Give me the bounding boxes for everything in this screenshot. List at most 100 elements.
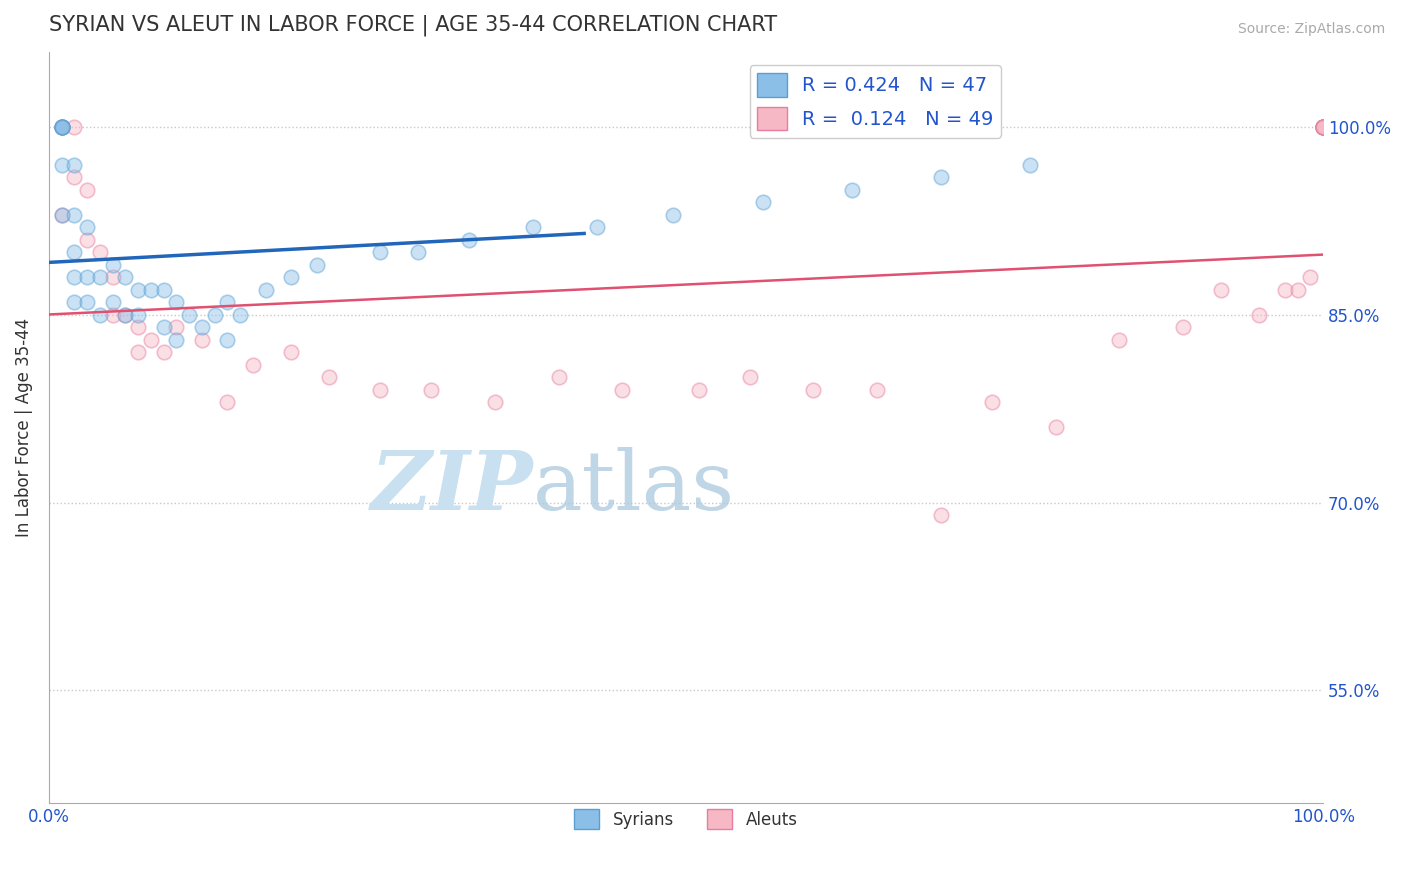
Point: [76, 220, 98, 235]
Point: [51, 208, 73, 222]
Point: [139, 333, 162, 347]
Point: [114, 270, 136, 285]
Point: [1312, 120, 1334, 134]
Point: [76, 270, 98, 285]
Point: [1312, 120, 1334, 134]
Point: [929, 508, 952, 522]
Point: [662, 208, 685, 222]
Point: [51, 120, 73, 134]
Point: [127, 320, 149, 334]
Point: [841, 182, 863, 196]
Point: [89, 270, 111, 285]
Point: [1108, 333, 1130, 347]
Point: [280, 270, 302, 285]
Point: [368, 245, 391, 260]
Point: [522, 220, 544, 235]
Point: [420, 383, 443, 397]
Point: [51, 120, 73, 134]
Point: [127, 345, 149, 359]
Point: [751, 195, 773, 210]
Point: [51, 120, 73, 134]
Point: [63, 208, 86, 222]
Point: [51, 157, 73, 171]
Point: [1312, 120, 1334, 134]
Point: [76, 233, 98, 247]
Point: [179, 308, 201, 322]
Text: SYRIAN VS ALEUT IN LABOR FORCE | AGE 35-44 CORRELATION CHART: SYRIAN VS ALEUT IN LABOR FORCE | AGE 35-…: [49, 15, 778, 37]
Point: [305, 258, 328, 272]
Point: [76, 295, 98, 310]
Point: [980, 395, 1002, 409]
Point: [51, 120, 73, 134]
Point: [738, 370, 761, 384]
Point: [89, 308, 111, 322]
Point: [63, 295, 86, 310]
Point: [484, 395, 506, 409]
Point: [101, 270, 124, 285]
Point: [51, 120, 73, 134]
Point: [114, 308, 136, 322]
Point: [1312, 120, 1334, 134]
Point: [280, 345, 302, 359]
Point: [866, 383, 889, 397]
Point: [1312, 120, 1334, 134]
Point: [1045, 420, 1067, 434]
Legend: Syrians, Aleuts: Syrians, Aleuts: [568, 802, 804, 836]
Point: [114, 308, 136, 322]
Point: [51, 120, 73, 134]
Point: [1312, 120, 1334, 134]
Point: [89, 245, 111, 260]
Point: [101, 308, 124, 322]
Point: [254, 283, 277, 297]
Point: [458, 233, 481, 247]
Point: [547, 370, 569, 384]
Point: [191, 333, 214, 347]
Point: [1312, 120, 1334, 134]
Point: [101, 258, 124, 272]
Point: [63, 245, 86, 260]
Point: [803, 383, 825, 397]
Point: [1286, 283, 1309, 297]
Point: [63, 157, 86, 171]
Text: Source: ZipAtlas.com: Source: ZipAtlas.com: [1237, 22, 1385, 37]
Point: [217, 295, 239, 310]
Point: [612, 383, 634, 397]
Point: [165, 320, 187, 334]
Point: [165, 295, 187, 310]
Point: [127, 283, 149, 297]
Point: [1299, 270, 1322, 285]
Y-axis label: In Labor Force | Age 35-44: In Labor Force | Age 35-44: [15, 318, 32, 537]
Point: [127, 308, 149, 322]
Point: [217, 333, 239, 347]
Text: ZIP: ZIP: [371, 448, 533, 527]
Point: [139, 283, 162, 297]
Point: [165, 333, 187, 347]
Point: [51, 120, 73, 134]
Point: [63, 169, 86, 184]
Point: [1019, 157, 1042, 171]
Point: [101, 295, 124, 310]
Point: [1171, 320, 1194, 334]
Point: [1211, 283, 1233, 297]
Point: [242, 358, 264, 372]
Point: [688, 383, 710, 397]
Point: [1312, 120, 1334, 134]
Point: [408, 245, 430, 260]
Point: [63, 270, 86, 285]
Point: [63, 120, 86, 134]
Point: [1274, 283, 1296, 297]
Point: [152, 283, 174, 297]
Point: [152, 345, 174, 359]
Point: [368, 383, 391, 397]
Point: [318, 370, 340, 384]
Point: [191, 320, 214, 334]
Point: [1249, 308, 1271, 322]
Point: [229, 308, 252, 322]
Point: [204, 308, 226, 322]
Point: [1312, 120, 1334, 134]
Point: [76, 182, 98, 196]
Point: [586, 220, 609, 235]
Point: [152, 320, 174, 334]
Text: atlas: atlas: [533, 448, 735, 527]
Point: [929, 169, 952, 184]
